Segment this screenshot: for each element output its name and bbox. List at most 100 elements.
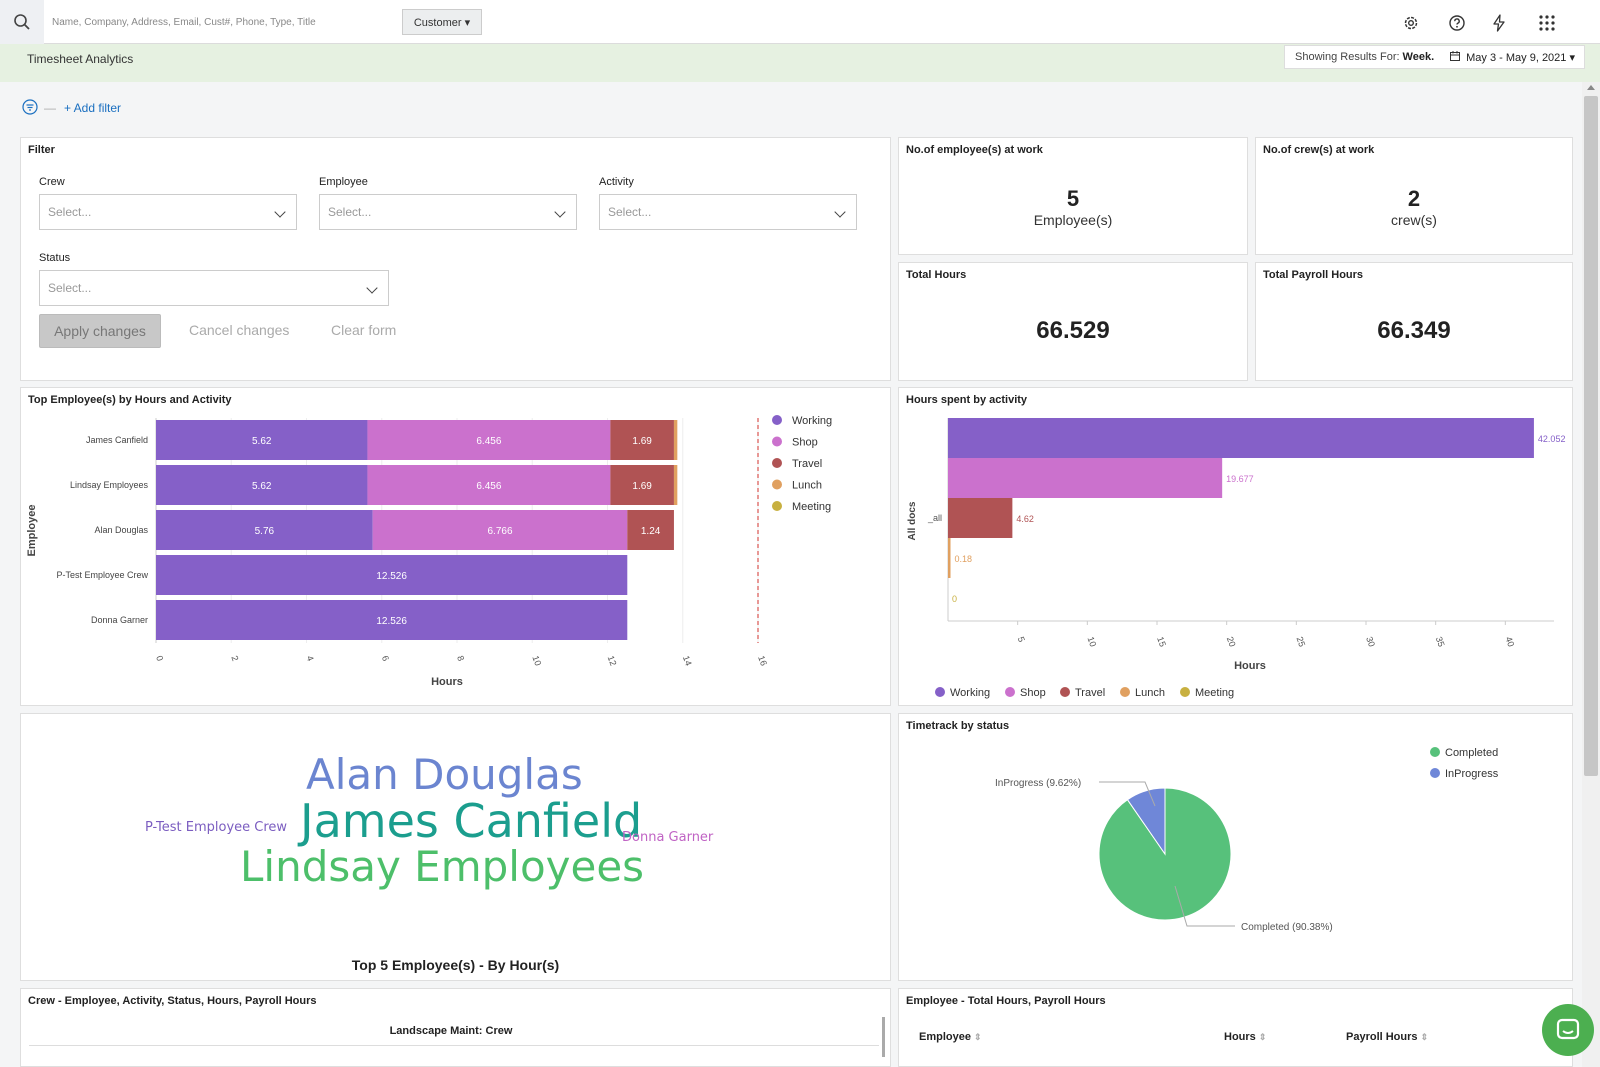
wordcloud-word[interactable]: P-Test Employee Crew	[145, 820, 288, 835]
gear-icon[interactable]	[1400, 12, 1422, 34]
add-filter-link[interactable]: + Add filter	[64, 101, 122, 115]
data-label: 6.456	[476, 436, 501, 447]
data-label: 4.62	[1016, 514, 1034, 524]
x-tick-label: 15	[1155, 635, 1168, 648]
crew-label: Crew	[39, 176, 65, 188]
legend-dot-inprogress	[1430, 768, 1440, 778]
x-tick-label: 10	[530, 654, 543, 667]
bar-segment-working	[156, 600, 628, 640]
data-label: 42.052	[1538, 434, 1566, 444]
results-prefix: Showing Results For:	[1295, 51, 1400, 63]
sort-icon: ⇕	[974, 1032, 982, 1042]
table-divider	[29, 1045, 879, 1046]
search-input[interactable]	[52, 12, 382, 32]
search-button[interactable]	[0, 0, 44, 44]
search-type-select[interactable]: Customer ▾	[402, 9, 482, 35]
table-scrollbar[interactable]	[882, 1017, 885, 1057]
legend-dot-meeting	[1180, 687, 1190, 697]
x-tick-label: 6	[380, 654, 391, 662]
lightning-icon[interactable]	[1488, 12, 1510, 34]
bar-segment-working	[156, 510, 373, 550]
x-tick-label: 4	[305, 654, 316, 662]
bar-shop	[948, 458, 1223, 498]
x-tick-label: 20	[1225, 635, 1238, 648]
cancel-changes-button[interactable]: Cancel changes	[189, 322, 290, 338]
table-group-header: Landscape Maint: Crew	[389, 1025, 513, 1037]
wordcloud-word[interactable]: Lindsay Employees	[240, 842, 645, 891]
chevron-down-icon	[834, 206, 846, 218]
wordcloud-panel: Alan Douglas James Canfield Lindsay Empl…	[20, 713, 891, 981]
column-label: Hours	[1224, 1031, 1256, 1043]
bar-segment-working	[156, 555, 628, 595]
employee-select[interactable]: Select...	[319, 194, 577, 230]
wordcloud-word[interactable]: Donna Garner	[622, 830, 714, 845]
x-tick-label: 10	[1085, 635, 1098, 648]
help-icon[interactable]	[1446, 12, 1468, 34]
bar-segment-travel	[610, 465, 674, 505]
legend-dot-working	[935, 687, 945, 697]
wordcloud-word[interactable]: James Canfield	[300, 794, 643, 848]
column-header-employee[interactable]: Employee ⇕	[919, 1031, 982, 1043]
apps-grid-icon[interactable]	[1536, 12, 1558, 34]
legend-label: Meeting	[1195, 687, 1234, 699]
scroll-up-icon[interactable]	[1587, 85, 1595, 90]
y-axis-label: Employee	[26, 505, 38, 557]
pie-label: InProgress (9.62%)	[995, 778, 1081, 789]
total-hours-card: Total Hours 66.529	[898, 262, 1248, 381]
activity-select[interactable]: Select...	[599, 194, 857, 230]
legend-label: Working	[950, 687, 990, 699]
pie-slice-inprogress	[1126, 787, 1166, 856]
employee-label: Employee	[319, 176, 368, 188]
hours-by-activity-panel: Hours spent by activity 5 10 15 20 25 30 35 40 4…	[898, 387, 1573, 706]
hours-by-activity-chart: 5 10 15 20 25 30 35 40 42.052 19.677 4.62 0.18 0 _all…	[907, 418, 1566, 699]
top-employees-chart: 0 2 4 6 8 10 12 14 16 James Canfield 5.62 6.456 1.69…	[26, 415, 832, 688]
bar-working	[948, 418, 1534, 458]
x-tick-label: 5	[1016, 635, 1027, 643]
column-header-payroll-hours[interactable]: Payroll Hours ⇕	[1346, 1031, 1428, 1043]
employees-unit: Employee(s)	[1033, 212, 1113, 228]
y-axis-label: All docs	[907, 501, 918, 540]
column-header-hours[interactable]: Hours ⇕	[1224, 1031, 1266, 1043]
legend-dot-travel	[772, 458, 782, 468]
status-select[interactable]: Select...	[39, 270, 389, 306]
data-label: 5.62	[252, 481, 272, 492]
legend-dot-completed	[1430, 747, 1440, 757]
card-title: Total Payroll Hours	[1263, 269, 1364, 281]
sort-icon: ⇕	[1258, 1032, 1267, 1042]
apply-changes-button[interactable]: Apply changes	[39, 314, 161, 348]
data-label: 0	[952, 594, 957, 604]
y-tick-label: P-Test Employee Crew	[56, 570, 148, 580]
legend-dot-working	[772, 415, 782, 425]
chat-button[interactable]	[1542, 1004, 1594, 1056]
employees-at-work-card: No.of employee(s) at work 5 Employee(s)	[898, 137, 1248, 255]
timetrack-status-panel: Timetrack by status InProgress (9.62%) Co…	[898, 713, 1573, 981]
crew-table-panel: Crew - Employee, Activity, Status, Hours…	[20, 988, 891, 1067]
page-scrollbar[interactable]	[1582, 82, 1600, 1067]
bar-travel	[948, 498, 1013, 538]
x-tick-label: 30	[1364, 635, 1377, 648]
filter-panel: Filter Crew Select... Employee Select...…	[20, 137, 891, 381]
crews-unit: crew(s)	[1391, 212, 1437, 228]
data-label: 12.526	[376, 616, 407, 627]
data-label: 6.456	[476, 481, 501, 492]
legend-dot-shop	[1005, 687, 1015, 697]
chevron-down-icon	[274, 206, 286, 218]
status-label: Status	[39, 252, 71, 264]
bar-segment-working	[156, 465, 368, 505]
card-title: No.of crew(s) at work	[1263, 144, 1375, 156]
legend-label: Travel	[792, 458, 822, 470]
x-tick-label: 16	[756, 654, 769, 667]
filter-icon[interactable]	[22, 98, 38, 118]
date-range-picker[interactable]: Showing Results For: Week. May 3 - May 9…	[1284, 45, 1585, 69]
table-title: Employee - Total Hours, Payroll Hours	[906, 995, 1106, 1007]
clear-form-button[interactable]: Clear form	[331, 322, 397, 338]
column-label: Employee	[919, 1031, 971, 1043]
legend-label: InProgress	[1445, 768, 1499, 780]
wordcloud-word[interactable]: Alan Douglas	[306, 750, 583, 799]
y-tick-label: Donna Garner	[91, 615, 148, 625]
crew-select-value: Select...	[48, 205, 92, 219]
scroll-thumb[interactable]	[1584, 96, 1598, 776]
chevron-down-icon	[554, 206, 566, 218]
crew-select[interactable]: Select...	[39, 194, 297, 230]
data-label: 5.76	[255, 526, 275, 537]
